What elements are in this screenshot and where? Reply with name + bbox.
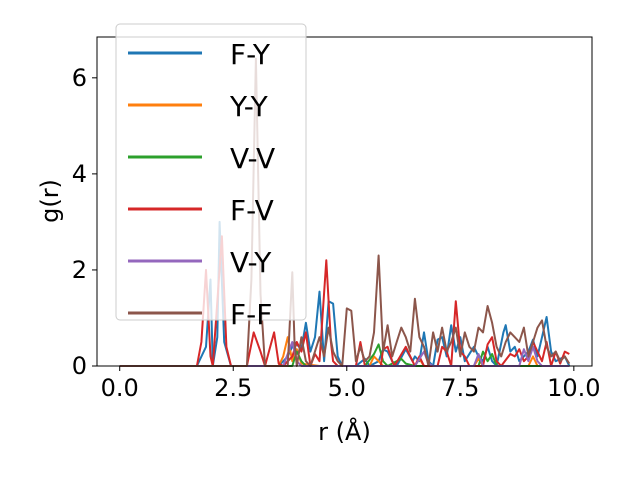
y-tick-label: 4 [72, 160, 87, 188]
x-tick-label: 7.5 [441, 374, 479, 402]
legend-label-v-y: V-Y [230, 246, 272, 279]
plot-frame [96, 36, 593, 367]
legend-label-f-y: F-Y [230, 38, 271, 71]
y-axis-ticks: 0 2 4 6 [72, 64, 97, 380]
x-tick-label: 10.0 [547, 374, 600, 402]
y-tick-label: 2 [72, 256, 87, 284]
legend: F-Y Y-Y V-V F-V V-Y F-F [115, 23, 307, 331]
series-line-f-v [119, 235, 570, 367]
legend-label-v-v: V-V [230, 142, 275, 175]
x-axis-label: r (Å) [318, 417, 371, 446]
x-tick-label: 5.0 [328, 374, 366, 402]
series-line-f-f [119, 57, 571, 367]
x-tick-label: 2.5 [214, 374, 252, 402]
legend-label-f-v: F-V [230, 194, 274, 227]
x-axis-ticks: 0.0 2.5 5.0 7.5 10.0 [101, 366, 601, 402]
y-axis-label: g(r) [36, 179, 64, 223]
y-tick-label: 6 [72, 64, 87, 92]
series-line-f-y [119, 220, 571, 367]
legend-box [115, 23, 307, 321]
x-tick-label: 0.0 [101, 374, 139, 402]
legend-label-y-y: Y-Y [229, 90, 269, 123]
legend-label-f-f: F-F [230, 298, 272, 331]
y-tick-label: 0 [72, 352, 87, 380]
